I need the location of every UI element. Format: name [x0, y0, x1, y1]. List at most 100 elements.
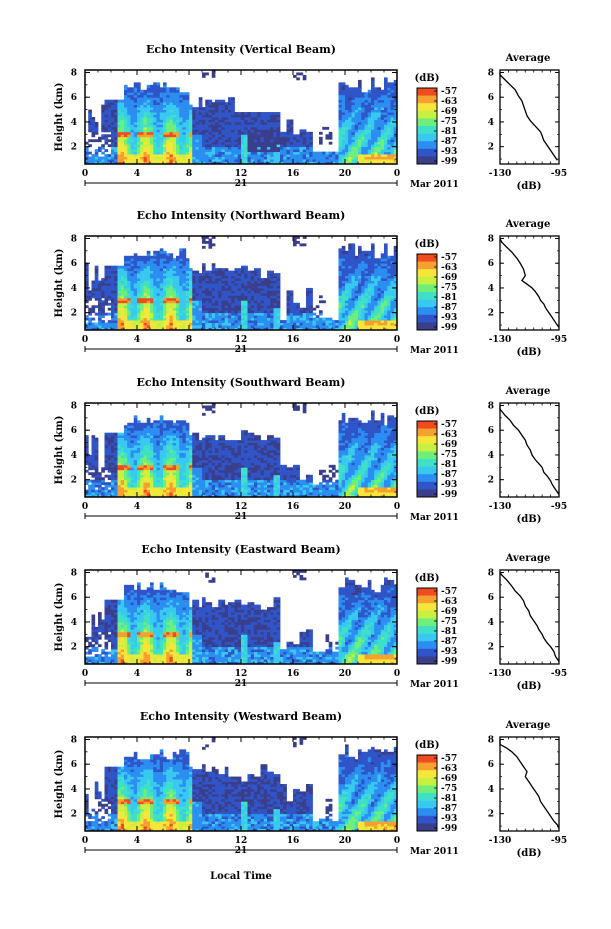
heatmap-cell — [98, 307, 102, 311]
heatmap-cell — [208, 325, 213, 328]
heatmap-cell — [341, 305, 346, 309]
heatmap-cell — [120, 102, 125, 106]
heatmap-cell — [198, 283, 203, 286]
heatmap-cell — [137, 263, 141, 267]
heatmap-cell — [289, 317, 294, 321]
heatmap-cell — [143, 312, 148, 316]
heatmap-cell — [163, 302, 167, 306]
heatmap-cell — [218, 99, 222, 103]
heatmap-cell — [273, 322, 278, 326]
heatmap-cell — [234, 112, 239, 115]
heatmap-cell — [351, 107, 356, 110]
heatmap-cell — [280, 139, 284, 143]
heatmap-cell — [182, 315, 187, 319]
heatmap-cell — [241, 126, 245, 130]
heatmap-cell — [176, 322, 180, 326]
heatmap-cell — [263, 315, 268, 319]
heatmap-cell — [364, 119, 369, 123]
heatmap-cell — [390, 285, 395, 289]
colorbar-tick-label: -57 — [441, 87, 457, 97]
heatmap-cell — [289, 305, 294, 309]
heatmap-cell — [384, 129, 388, 133]
heatmap-cell — [163, 112, 167, 115]
heatmap-cell — [312, 312, 317, 316]
heatmap-cell — [150, 87, 154, 91]
heatmap-cell — [377, 117, 382, 120]
heatmap-cell — [348, 280, 352, 284]
heatmap-cell — [133, 263, 138, 267]
heatmap-cell — [377, 297, 382, 301]
heatmap-cell — [124, 310, 128, 314]
heatmap-cell — [91, 117, 96, 120]
heatmap-cell — [98, 322, 102, 326]
heatmap-cell — [250, 159, 255, 162]
heatmap-cell — [267, 310, 271, 314]
heatmap-cell — [127, 285, 131, 289]
heatmap-cell — [276, 292, 281, 296]
heatmap-cell — [393, 250, 398, 254]
heatmap-cell — [198, 136, 203, 140]
heatmap-cell — [241, 156, 245, 160]
heatmap-cell — [306, 149, 310, 153]
heatmap-cell — [208, 102, 213, 106]
heatmap-cell — [198, 119, 203, 123]
heatmap-cell — [273, 114, 278, 118]
heatmap-cell — [156, 275, 161, 279]
heatmap-cell — [374, 97, 378, 101]
heatmap-cell — [143, 89, 148, 93]
heatmap-cell — [205, 72, 209, 76]
heatmap-cell — [130, 149, 135, 153]
heatmap-cell — [133, 295, 138, 299]
heatmap-cell — [88, 112, 92, 115]
heatmap-cell — [179, 305, 183, 309]
heatmap-cell — [273, 327, 278, 331]
heatmap-cell — [195, 112, 200, 115]
heatmap-cell — [361, 121, 365, 125]
heatmap-cell — [166, 322, 170, 326]
heatmap-cell — [208, 275, 213, 279]
heatmap-cell — [263, 129, 268, 133]
heatmap-cell — [341, 134, 346, 138]
heatmap-cell — [104, 292, 109, 296]
heatmap-cell — [169, 104, 174, 108]
heatmap-cell — [88, 464, 92, 468]
heatmap-cell — [358, 253, 362, 257]
heatmap-cell — [387, 136, 391, 140]
heatmap-cell — [348, 126, 352, 130]
heatmap-cell — [124, 87, 128, 91]
heatmap-cell — [195, 315, 200, 319]
heatmap-cell — [390, 305, 395, 309]
heatmap-cell — [182, 136, 187, 140]
heatmap-cell — [390, 312, 395, 316]
heatmap-cell — [276, 121, 281, 125]
heatmap-cell — [358, 283, 362, 286]
heatmap-cell — [267, 325, 271, 328]
heatmap-cell — [101, 156, 105, 160]
heatmap-cell — [185, 139, 190, 143]
heatmap-cell — [114, 144, 118, 148]
heatmap-cell — [247, 161, 252, 165]
heatmap-cell — [247, 144, 252, 148]
heatmap-cell — [348, 322, 352, 326]
heatmap-cell — [257, 154, 261, 157]
heatmap-cell — [133, 273, 138, 276]
heatmap-cell — [380, 280, 385, 284]
heatmap-cell — [296, 315, 300, 319]
heatmap-cell — [247, 285, 252, 289]
heatmap-cell — [124, 263, 128, 267]
heatmap-cell — [153, 325, 157, 328]
heatmap-cell — [117, 149, 122, 153]
heatmap-cell — [208, 297, 213, 301]
heatmap-cell — [182, 305, 187, 309]
heatmap-cell — [354, 292, 359, 296]
heatmap-cell — [114, 280, 118, 284]
heatmap-cell — [85, 270, 89, 274]
heatmap-cell — [231, 131, 235, 135]
heatmap-cell — [351, 273, 356, 276]
heatmap-cell — [169, 112, 174, 115]
heatmap-cell — [172, 312, 177, 316]
heatmap-cell — [169, 159, 174, 162]
heatmap-cell — [107, 307, 112, 311]
heatmap-cell — [221, 109, 226, 113]
heatmap-cell — [286, 126, 291, 130]
